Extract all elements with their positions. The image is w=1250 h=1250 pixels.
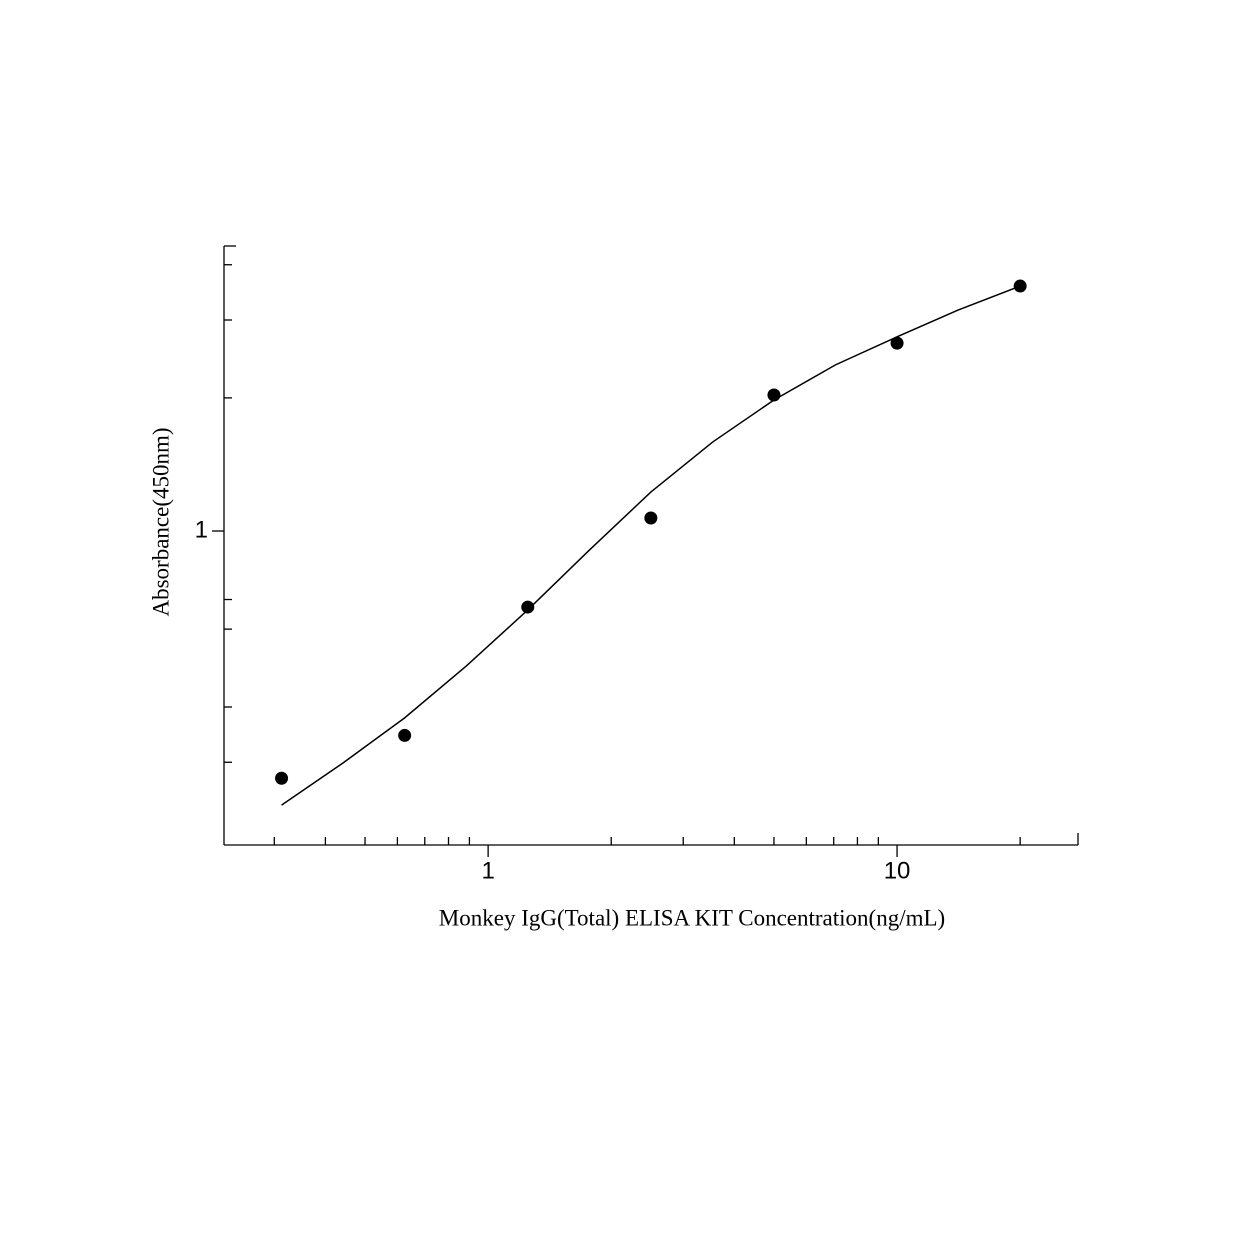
y-axis-label: Absorbance(450nm) xyxy=(148,427,173,616)
x-tick-label: 1 xyxy=(481,857,494,884)
data-point xyxy=(890,336,904,350)
x-tick-label: 10 xyxy=(884,857,911,884)
y-tick-label: 1 xyxy=(195,516,208,543)
data-point xyxy=(275,771,289,785)
x-axis-label: Monkey IgG(Total) ELISA KIT Concentratio… xyxy=(439,905,945,930)
data-point xyxy=(644,511,658,525)
fit-curve xyxy=(281,285,1021,806)
data-point xyxy=(398,728,412,742)
data-point xyxy=(521,600,535,614)
data-point xyxy=(767,388,781,402)
data-point xyxy=(1013,279,1027,293)
